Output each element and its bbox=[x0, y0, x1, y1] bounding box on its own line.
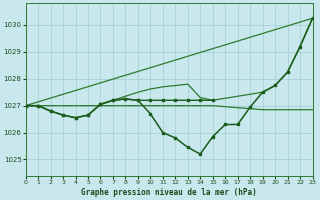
X-axis label: Graphe pression niveau de la mer (hPa): Graphe pression niveau de la mer (hPa) bbox=[81, 188, 257, 197]
